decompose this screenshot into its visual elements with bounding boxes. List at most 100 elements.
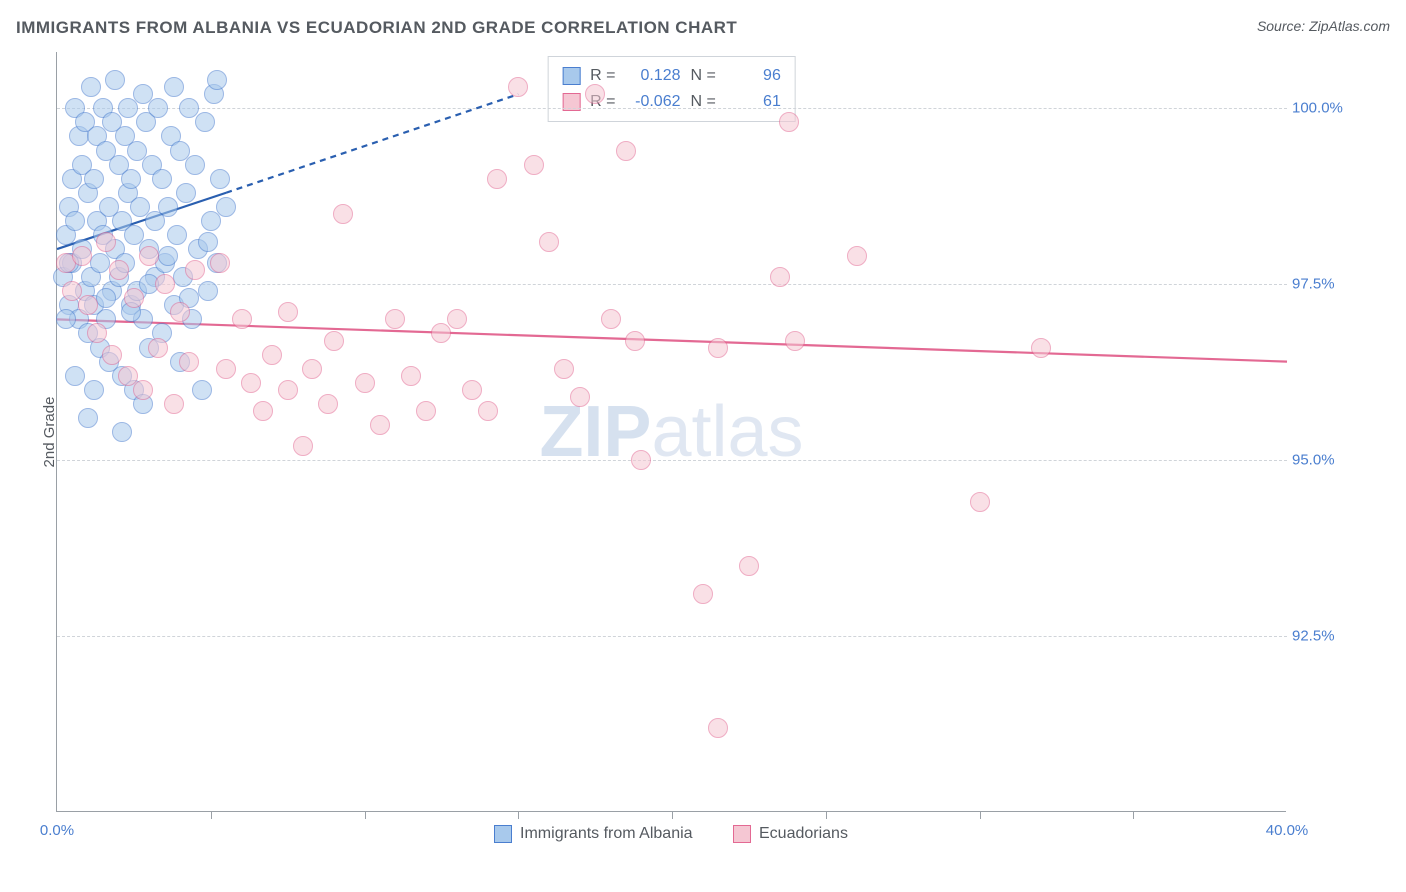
data-point <box>847 246 867 266</box>
data-point <box>401 366 421 386</box>
x-tick-mark <box>365 811 366 819</box>
data-point <box>539 232 559 252</box>
data-point <box>118 98 138 118</box>
data-point <box>785 331 805 351</box>
data-point <box>102 345 122 365</box>
data-point <box>65 366 85 386</box>
data-point <box>616 141 636 161</box>
data-point <box>416 401 436 421</box>
data-point <box>96 232 116 252</box>
data-point <box>570 387 590 407</box>
bottom-legend: Immigrants from Albania Ecuadorians <box>56 825 1286 848</box>
data-point <box>253 401 273 421</box>
data-point <box>631 450 651 470</box>
data-point <box>176 183 196 203</box>
data-point <box>148 98 168 118</box>
data-point <box>185 155 205 175</box>
data-point <box>164 77 184 97</box>
data-point <box>84 169 104 189</box>
data-point <box>278 380 298 400</box>
y-tick-label: 100.0% <box>1292 100 1348 117</box>
data-point <box>487 169 507 189</box>
data-point <box>462 380 482 400</box>
data-point <box>81 77 101 97</box>
data-point <box>65 211 85 231</box>
legend-item-albania: Immigrants from Albania <box>494 825 693 843</box>
data-point <box>195 112 215 132</box>
x-tick-mark <box>518 811 519 819</box>
data-point <box>232 309 252 329</box>
data-point <box>148 338 168 358</box>
data-point <box>333 204 353 224</box>
data-point <box>625 331 645 351</box>
data-point <box>112 422 132 442</box>
data-point <box>124 288 144 308</box>
data-point <box>133 380 153 400</box>
data-point <box>201 211 221 231</box>
header: IMMIGRANTS FROM ALBANIA VS ECUADORIAN 2N… <box>16 18 1390 48</box>
legend-swatch-ecuadorians <box>733 825 751 843</box>
data-point <box>198 232 218 252</box>
data-point <box>56 309 76 329</box>
data-point <box>207 70 227 90</box>
data-point <box>693 584 713 604</box>
data-point <box>72 246 92 266</box>
data-point <box>179 352 199 372</box>
data-point <box>302 359 322 379</box>
data-point <box>87 323 107 343</box>
legend-label-albania: Immigrants from Albania <box>520 825 693 843</box>
data-point <box>216 197 236 217</box>
data-point <box>155 274 175 294</box>
data-point <box>78 295 98 315</box>
x-tick-mark <box>980 811 981 819</box>
data-point <box>84 380 104 400</box>
data-point <box>158 246 178 266</box>
y-tick-label: 97.5% <box>1292 276 1348 293</box>
data-point <box>185 260 205 280</box>
data-point <box>355 373 375 393</box>
data-point <box>293 436 313 456</box>
data-point <box>478 401 498 421</box>
trend-lines <box>57 52 1287 812</box>
data-point <box>262 345 282 365</box>
data-point <box>318 394 338 414</box>
x-tick-mark <box>826 811 827 819</box>
data-point <box>216 359 236 379</box>
data-point <box>585 84 605 104</box>
legend-item-ecuadorians: Ecuadorians <box>733 825 848 843</box>
data-point <box>158 197 178 217</box>
data-point <box>210 169 230 189</box>
y-tick-label: 95.0% <box>1292 452 1348 469</box>
legend-label-ecuadorians: Ecuadorians <box>759 825 848 843</box>
data-point <box>370 415 390 435</box>
data-point <box>170 302 190 322</box>
data-point <box>770 267 790 287</box>
data-point <box>109 260 129 280</box>
data-point <box>139 246 159 266</box>
data-point <box>167 225 187 245</box>
x-tick-mark <box>672 811 673 819</box>
data-point <box>78 408 98 428</box>
data-point <box>152 169 172 189</box>
plot-frame: 2nd Grade ZIPatlas R = 0.128 N = 96 R = … <box>56 52 1336 812</box>
data-point <box>739 556 759 576</box>
data-point <box>96 288 116 308</box>
y-tick-label: 92.5% <box>1292 628 1348 645</box>
data-point <box>554 359 574 379</box>
x-tick-mark <box>211 811 212 819</box>
data-point <box>601 309 621 329</box>
data-point <box>508 77 528 97</box>
source-attribution: Source: ZipAtlas.com <box>1257 18 1390 34</box>
data-point <box>431 323 451 343</box>
data-point <box>1031 338 1051 358</box>
data-point <box>278 302 298 322</box>
x-tick-mark <box>1133 811 1134 819</box>
data-point <box>708 718 728 738</box>
data-point <box>210 253 230 273</box>
data-point <box>198 281 218 301</box>
plot-area: ZIPatlas R = 0.128 N = 96 R = -0.062 N =… <box>56 52 1286 812</box>
data-point <box>324 331 344 351</box>
legend-swatch-albania <box>494 825 512 843</box>
chart-title: IMMIGRANTS FROM ALBANIA VS ECUADORIAN 2N… <box>16 18 1390 38</box>
data-point <box>970 492 990 512</box>
